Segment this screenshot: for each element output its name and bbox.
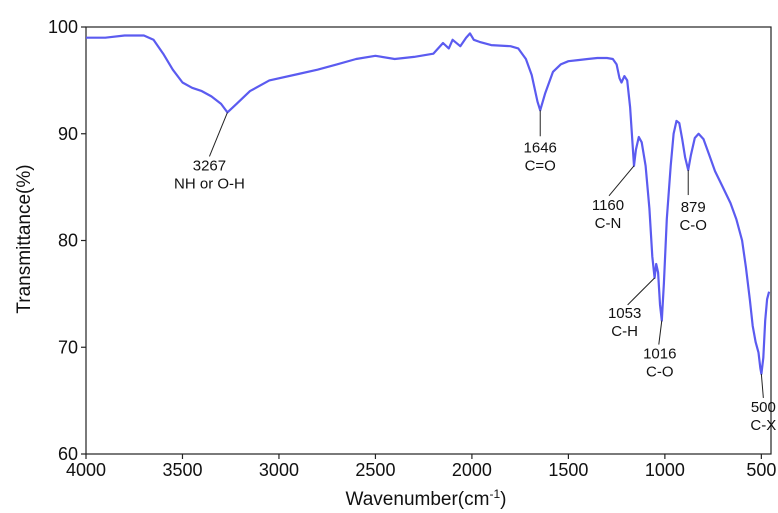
x-tick-label: 3000 (259, 460, 299, 480)
x-axis: 4000 3500 3000 2500 2000 1500 1000 500 (66, 454, 776, 480)
peak-leader-line (608, 165, 635, 197)
peak-group-label: C=O (525, 157, 556, 174)
y-tick-label: 70 (58, 337, 78, 357)
x-tick-label: 2500 (355, 460, 395, 480)
x-tick-label: 4000 (66, 460, 106, 480)
peak-group-label: C-N (595, 215, 622, 232)
y-tick-label: 80 (58, 231, 78, 251)
peak-group-label: C-H (611, 323, 638, 340)
peak-leader-line (760, 373, 764, 398)
peak-wavenumber-label: 1016 (643, 346, 676, 363)
peak-wavenumber-label: 1053 (608, 305, 641, 322)
peak-group-label: NH or O-H (174, 175, 245, 192)
peak-leader-line (627, 277, 656, 306)
y-tick-label: 60 (58, 444, 78, 464)
x-tick-label: 500 (746, 460, 776, 480)
x-tick-label: 1000 (645, 460, 685, 480)
plot-frame (85, 26, 772, 455)
x-axis-label-close: ) (500, 489, 506, 510)
peak-group-label: C-O (646, 364, 674, 381)
peak-group-label: C-O (679, 217, 707, 234)
plot-area (85, 26, 772, 455)
peak-wavenumber-label: 879 (681, 199, 706, 216)
x-axis-label: Wavenumber(cm-1) (346, 487, 507, 510)
peak-wavenumber-label: 3267 (193, 157, 226, 174)
x-tick-label: 2000 (452, 460, 492, 480)
x-tick-label: 1500 (548, 460, 588, 480)
spectrum-line (86, 32, 771, 375)
x-tick-label: 3500 (162, 460, 202, 480)
y-tick-label: 100 (48, 17, 78, 37)
peak-wavenumber-label: 500 (751, 399, 776, 416)
x-axis-label-main: Wavenumber(cm (346, 489, 490, 510)
y-axis-label: Transmittance(%) (14, 164, 35, 313)
y-axis: 60 70 80 90 100 (48, 17, 86, 464)
y-tick-label: 90 (58, 124, 78, 144)
x-axis-label-sup: -1 (489, 487, 500, 501)
peak-leader-line (208, 112, 228, 157)
peak-group-label: C-X (750, 417, 776, 434)
peak-wavenumber-label: 1646 (524, 139, 557, 156)
peak-wavenumber-label: 1160 (592, 197, 624, 214)
peak-leader-line (658, 320, 663, 345)
